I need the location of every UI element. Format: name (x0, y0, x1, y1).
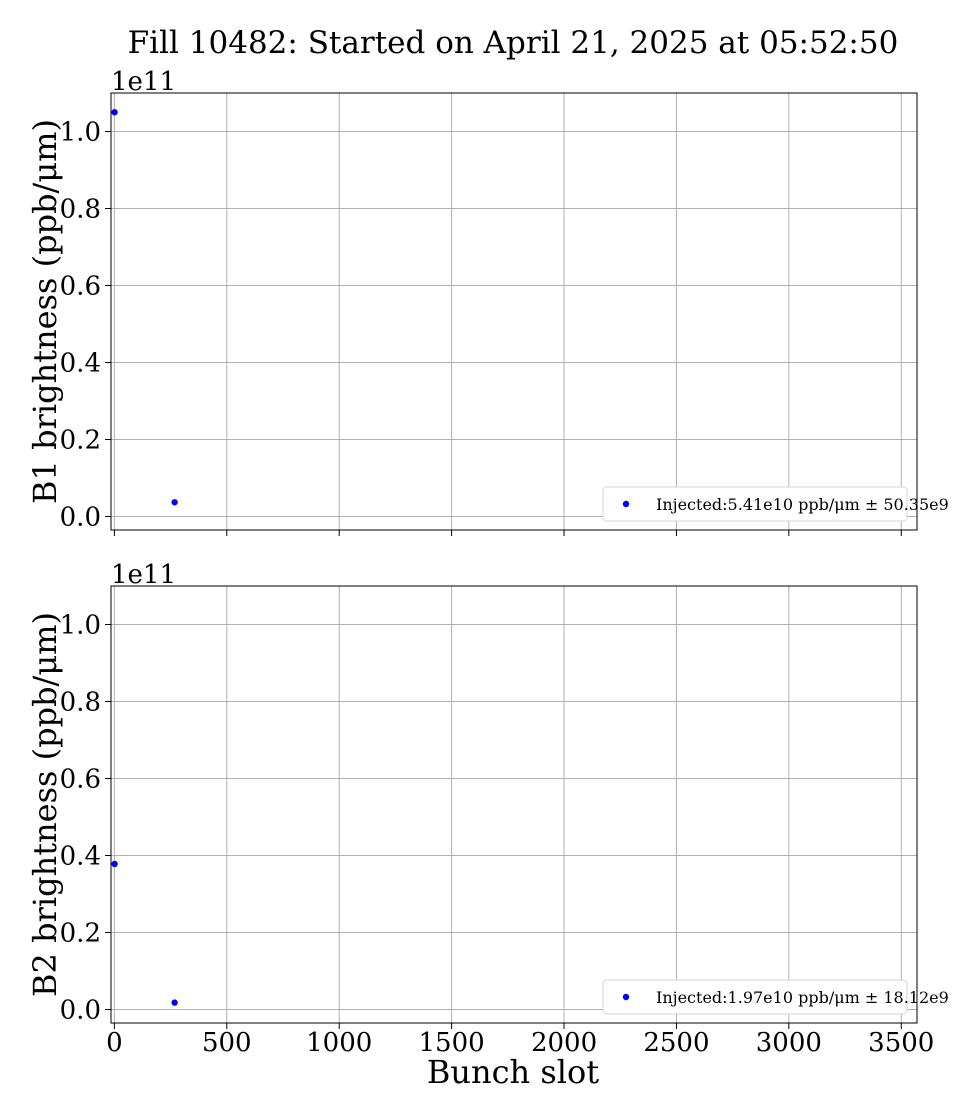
legend-box (602, 979, 908, 1015)
x-tick-label: 1500 (419, 1028, 485, 1058)
y-axis: 0.0 0.2 0.4 0.6 0.8 1.0 (60, 611, 111, 1026)
x-tick-label: 3500 (868, 1028, 934, 1058)
y-tick-label: 0.2 (60, 426, 101, 456)
y-tick-label: 0.4 (60, 349, 101, 379)
y-tick-label: 1.0 (60, 611, 101, 641)
y-axis-label: B1 brightness (ppb/μm) (26, 119, 64, 504)
legend-box (602, 486, 908, 522)
y-tick-label: 1.0 (60, 118, 101, 148)
chart-b2-brightness: 0.0 0.2 0.4 0.6 0.8 1.0 0 500 1000 1500 2000 2500 3… (26, 560, 949, 1058)
data-point (171, 999, 178, 1006)
x-axis-label: Bunch slot (427, 1053, 599, 1091)
legend-entry: Injected:5.41e10 ppb/μm ± 50.35e9 (656, 495, 949, 514)
x-tick-label: 3000 (756, 1028, 822, 1058)
legend: Injected:1.97e10 ppb/μm ± 18.12e9 (602, 979, 949, 1015)
y-axis-label: B2 brightness (ppb/μm) (26, 612, 64, 997)
y-tick-label: 0.6 (60, 765, 101, 795)
y-tick-label: 0.0 (60, 503, 101, 533)
x-tick-label: 1000 (306, 1028, 372, 1058)
grid (111, 93, 917, 530)
x-axis (113, 530, 902, 536)
y-tick-label: 0.6 (60, 272, 101, 302)
y-offset-label: 1e11 (111, 560, 176, 590)
data-point (111, 109, 118, 116)
x-tick-label: 2500 (643, 1028, 709, 1058)
y-offset-label: 1e11 (111, 67, 176, 97)
legend-marker (622, 500, 630, 508)
data-point (111, 860, 118, 868)
plot-frame (110, 92, 918, 531)
figure-title: Fill 10482: Started on April 21, 2025 at… (128, 25, 899, 61)
legend-marker (622, 993, 630, 1001)
data-point (171, 499, 178, 506)
grid (111, 586, 917, 1023)
x-tick-label: 2000 (531, 1028, 597, 1058)
legend-entry: Injected:1.97e10 ppb/μm ± 18.12e9 (656, 988, 949, 1007)
y-tick-label: 0.0 (60, 996, 101, 1026)
plot-frame (110, 585, 918, 1024)
x-tick-label: 0 (106, 1028, 123, 1058)
y-tick-label: 0.4 (60, 842, 101, 872)
y-axis: 0.0 0.2 0.4 0.6 0.8 1.0 (60, 118, 111, 533)
y-tick-label: 0.2 (60, 919, 101, 949)
legend: Injected:5.41e10 ppb/μm ± 50.35e9 (602, 486, 949, 522)
y-tick-label: 0.8 (60, 688, 101, 718)
chart-b1-brightness: 0.0 0.2 0.4 0.6 0.8 1.0 1e11 B1 brightness (p… (26, 67, 949, 536)
data-points (111, 860, 178, 1006)
x-tick-label: 500 (202, 1028, 252, 1058)
y-tick-label: 0.8 (60, 195, 101, 225)
data-points (111, 109, 178, 506)
x-axis: 0 500 1000 1500 2000 2500 3000 3500 (106, 1023, 934, 1058)
